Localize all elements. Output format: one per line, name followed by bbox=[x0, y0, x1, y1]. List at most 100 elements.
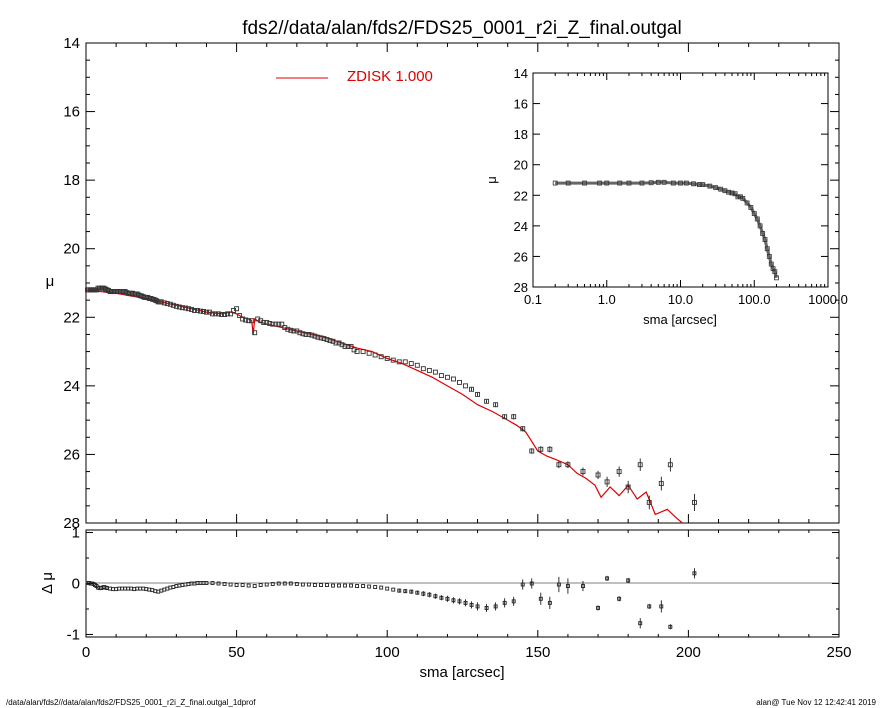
data-point-marker bbox=[158, 299, 164, 305]
residual-point-marker bbox=[246, 583, 251, 588]
inset-data-point bbox=[639, 180, 645, 186]
data-point-marker bbox=[164, 301, 170, 307]
data-point bbox=[529, 448, 535, 454]
data-point-marker bbox=[151, 297, 157, 302]
data-point bbox=[124, 290, 130, 296]
data-point bbox=[324, 337, 330, 343]
residual-point bbox=[397, 588, 402, 593]
data-point-marker bbox=[616, 469, 622, 475]
data-point-marker bbox=[148, 295, 154, 301]
inset-data-point bbox=[670, 180, 676, 186]
data-point bbox=[604, 476, 610, 487]
inset-data-point bbox=[744, 200, 750, 206]
residual-point bbox=[300, 582, 305, 587]
main-y-tick-label: 16 bbox=[63, 104, 80, 121]
data-point bbox=[145, 294, 151, 300]
residual-point bbox=[433, 593, 438, 599]
residual-point bbox=[222, 582, 227, 586]
main-y-tick-label: 20 bbox=[63, 241, 80, 258]
data-point bbox=[148, 295, 154, 301]
residual-point-marker bbox=[216, 581, 221, 586]
main-data-series bbox=[85, 285, 697, 511]
inset-data-point bbox=[760, 231, 766, 236]
inset-y-tick-label: 16 bbox=[514, 97, 528, 112]
data-point bbox=[538, 446, 544, 453]
data-point-marker bbox=[303, 331, 309, 337]
data-point-marker bbox=[130, 290, 136, 296]
inset-data-point bbox=[762, 237, 768, 243]
data-point bbox=[264, 319, 270, 325]
data-point bbox=[637, 458, 643, 471]
data-point bbox=[438, 373, 444, 379]
inset-y-tick-label: 14 bbox=[514, 66, 528, 81]
data-point bbox=[372, 352, 378, 358]
data-point bbox=[285, 326, 291, 332]
inset-data-point bbox=[696, 182, 702, 187]
data-point bbox=[194, 307, 200, 313]
data-point-marker bbox=[432, 369, 438, 375]
data-point-marker bbox=[324, 337, 330, 343]
data-point bbox=[291, 328, 297, 334]
inset-data-series bbox=[552, 179, 779, 281]
inset-x-tick-label: 1.0 bbox=[598, 292, 616, 307]
residual-point bbox=[270, 582, 275, 586]
data-point-marker bbox=[198, 308, 203, 314]
data-point-marker bbox=[285, 326, 291, 332]
data-point bbox=[595, 470, 601, 480]
data-point-marker bbox=[154, 298, 160, 304]
residual-point bbox=[240, 583, 245, 587]
inset-data-point bbox=[740, 195, 746, 201]
residual-point bbox=[647, 603, 652, 609]
inset-y-tick-label: 22 bbox=[514, 188, 528, 203]
residual-point-marker bbox=[264, 582, 269, 587]
data-point bbox=[188, 306, 194, 312]
residual-point bbox=[659, 600, 664, 613]
residual-point bbox=[367, 584, 372, 589]
residual-point bbox=[325, 583, 329, 587]
data-point bbox=[151, 297, 157, 302]
data-point-marker bbox=[348, 343, 354, 349]
data-point bbox=[360, 349, 366, 355]
data-point bbox=[484, 398, 490, 404]
residual-panel: 0 50 100 150 200 250 10-1 Δ μ sma [arcsec] bbox=[39, 525, 852, 681]
data-point-marker bbox=[167, 301, 173, 307]
data-point-marker bbox=[333, 340, 339, 346]
data-point bbox=[300, 331, 306, 337]
inset-y-ticks: 14 16 18 20 22 24 26 28 bbox=[514, 66, 828, 295]
inset-data-point bbox=[757, 223, 763, 229]
data-point-marker bbox=[511, 414, 517, 420]
data-point bbox=[321, 336, 327, 341]
x-tick-label: 250 bbox=[826, 644, 851, 661]
residual-point bbox=[445, 595, 450, 602]
data-point-marker bbox=[264, 319, 270, 325]
data-point bbox=[691, 493, 697, 511]
residual-point-marker bbox=[626, 578, 631, 583]
data-point bbox=[219, 312, 224, 317]
data-point bbox=[297, 330, 303, 336]
inset-y-tick-label: 24 bbox=[514, 219, 528, 234]
data-point-marker bbox=[219, 312, 224, 317]
data-point bbox=[225, 311, 231, 317]
data-point-marker bbox=[556, 462, 562, 468]
residual-point bbox=[617, 596, 622, 602]
data-point-marker bbox=[240, 316, 246, 322]
residual-point-marker bbox=[520, 582, 525, 587]
data-point-marker bbox=[173, 303, 179, 309]
data-point bbox=[213, 311, 218, 317]
legend-label: ZDISK 1.000 bbox=[347, 68, 433, 85]
residual-point bbox=[409, 589, 414, 594]
data-point-marker bbox=[457, 379, 462, 385]
data-point-marker bbox=[140, 294, 146, 300]
data-point bbox=[312, 333, 318, 339]
data-point bbox=[420, 366, 426, 372]
data-point-marker bbox=[216, 311, 221, 317]
data-point bbox=[136, 292, 142, 298]
data-point-marker bbox=[366, 350, 372, 356]
data-point bbox=[451, 376, 456, 382]
residual-point-marker bbox=[318, 583, 323, 587]
inset-x-tick-label: 1000.0 bbox=[808, 292, 848, 307]
data-point-marker bbox=[667, 462, 673, 468]
main-y-tick-label: 18 bbox=[63, 172, 80, 189]
residual-point-marker bbox=[538, 596, 543, 601]
data-point bbox=[390, 357, 396, 363]
